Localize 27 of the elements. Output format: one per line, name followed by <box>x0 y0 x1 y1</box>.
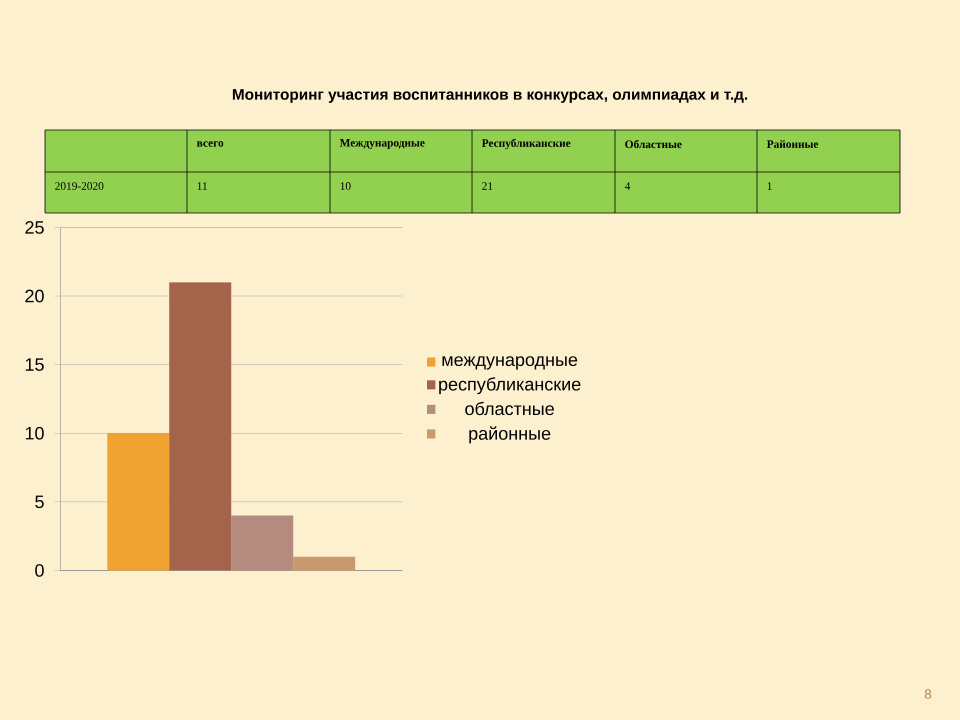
text: Мониторинг участия воспитанников в конкурсах, олимпиадах и т.д. <box>232 89 748 103</box>
y-tick-label: 15 <box>26 358 44 371</box>
legend-label: республиканские <box>439 377 580 394</box>
legend-label: международные <box>442 356 578 370</box>
text: Республиканские <box>482 138 570 150</box>
text: 4 <box>624 182 630 190</box>
text: 1 <box>768 182 772 190</box>
legend-label: областные <box>465 402 554 416</box>
y-tick-label: 25 <box>25 221 44 234</box>
text: 21 <box>482 182 492 190</box>
text: Областные <box>625 140 682 148</box>
bar <box>169 282 232 570</box>
text: 10 <box>340 182 351 190</box>
y-tick-label: 20 <box>25 290 44 302</box>
bar <box>231 516 294 570</box>
text: 2019-2020 <box>55 182 104 190</box>
bar <box>293 556 356 570</box>
y-tick-label: 0 <box>35 564 44 577</box>
text: всего <box>197 141 224 147</box>
bar <box>107 433 170 570</box>
text: Районные <box>766 140 818 148</box>
y-tick-label: 10 <box>26 426 44 440</box>
legend-label: районные <box>469 426 550 444</box>
text: 11 <box>198 182 207 190</box>
text: 8 <box>924 689 932 699</box>
y-tick-label: 5 <box>35 496 44 508</box>
text: Международные <box>340 139 425 149</box>
